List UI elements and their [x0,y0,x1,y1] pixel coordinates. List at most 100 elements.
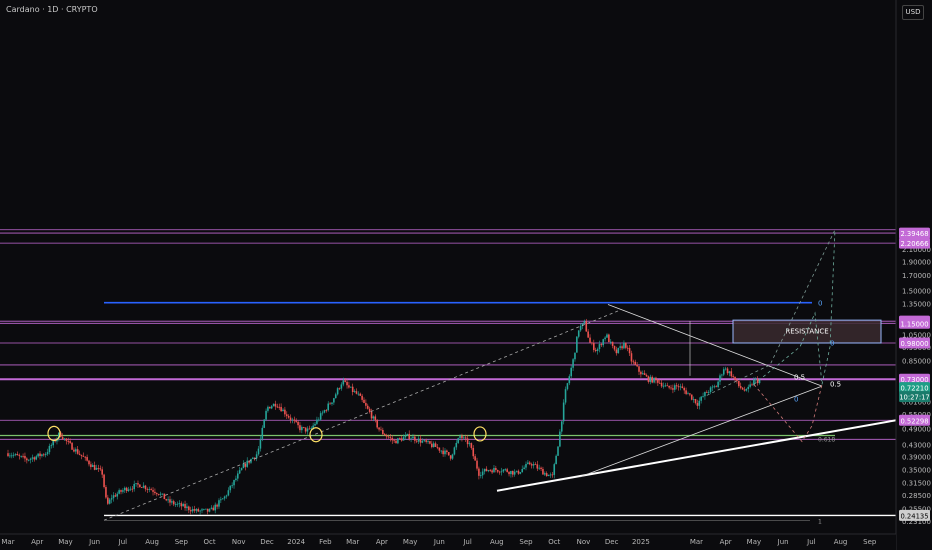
badge-bg [899,509,930,521]
candle-body [730,371,733,377]
candle-body [91,465,94,467]
candle-body [709,387,712,393]
candle-body [410,438,412,440]
candle-body [758,379,761,384]
time-tick-label: Sep [519,538,533,546]
candle-body [385,435,388,437]
price-tick-label: 0.49000 [902,425,931,433]
candle-body [544,473,546,475]
candle-body [557,446,559,456]
candle-body [327,403,330,411]
candle-body [581,323,584,326]
candle-body [717,381,719,387]
candle-body [71,442,73,450]
candle-body [566,383,569,390]
candle-body [508,471,510,475]
candle-body [378,427,380,430]
candle-body [16,454,19,456]
time-tick-label: Aug [490,538,504,546]
candle-body [447,452,450,456]
candle-body [647,376,650,382]
candle-body [670,387,672,389]
candle-body [39,453,41,456]
price-tick-label: 0.85000 [902,357,931,365]
candle-body [553,464,556,475]
candle-body [310,427,313,429]
candle-body [726,368,729,374]
candle-body [325,410,328,411]
candle-body [255,454,258,459]
candle-body [223,496,226,499]
candle-body [400,438,403,441]
candle-body [615,349,618,354]
candle-body [304,427,307,432]
candle-body [137,483,139,485]
candle-body [231,485,233,487]
badge-text: 0.24135 [900,512,928,520]
highlight-circle [47,425,61,441]
candle-body [523,467,525,470]
candle-body [527,462,529,465]
candle-body [468,443,471,445]
candle-body [297,421,299,426]
candle-body [259,438,262,449]
candle-body [619,346,621,348]
candle-body [438,447,441,451]
candle-body [512,470,514,475]
candle-body [549,474,552,476]
candle-body [643,373,646,376]
candle-body [658,382,661,384]
candle-body [193,509,196,511]
price-label-badge: 1.15000 [899,317,930,329]
candle-body [402,437,405,441]
time-tick-label: Sep [175,538,189,546]
candle-body [346,381,348,386]
candle-body [317,419,320,421]
fib-label: 0.5 [830,381,841,389]
time-tick-label: Jul [118,538,128,546]
price-tick-label: 1.35000 [902,301,931,309]
badge-text: 2.20666 [900,240,928,248]
candle-body [574,352,576,360]
candle-body [621,346,623,349]
candle-body [188,506,190,511]
candle-body [636,364,638,367]
candle-body [186,506,188,509]
candle-body [685,390,687,394]
price-tick-label: 0.35000 [902,467,931,475]
candle-body [353,391,356,393]
badge-bg [899,414,930,426]
candle-body [133,483,136,490]
candle-body [116,493,119,497]
candle-body [715,386,718,388]
candle-body [536,464,539,469]
candle-body [90,464,92,467]
fib-label: 1 [818,518,822,525]
candle-body [146,489,149,490]
price-label-badge: 2.20666 [899,237,930,249]
candle-body [519,472,522,474]
price-tick-label: 0.43000 [902,441,931,449]
candle-body [406,433,409,436]
candle-body [323,410,326,413]
candle-body [120,490,122,492]
candle-body [564,389,567,403]
time-tick-label: 2024 [287,538,305,546]
highlight-circle [309,427,323,443]
time-tick-label: May [58,538,72,546]
candle-body [140,487,143,488]
candle-body [498,471,501,473]
candle-body [131,488,134,490]
currency-button[interactable]: USD [902,5,924,20]
candle-body [365,402,367,406]
candle-body [463,437,465,439]
candle-body [604,337,606,340]
badge-text: 0.73000 [900,376,928,384]
candle-body [167,499,169,501]
candle-body [359,393,362,396]
resistance-zone [732,319,882,344]
candle-body [483,468,486,472]
